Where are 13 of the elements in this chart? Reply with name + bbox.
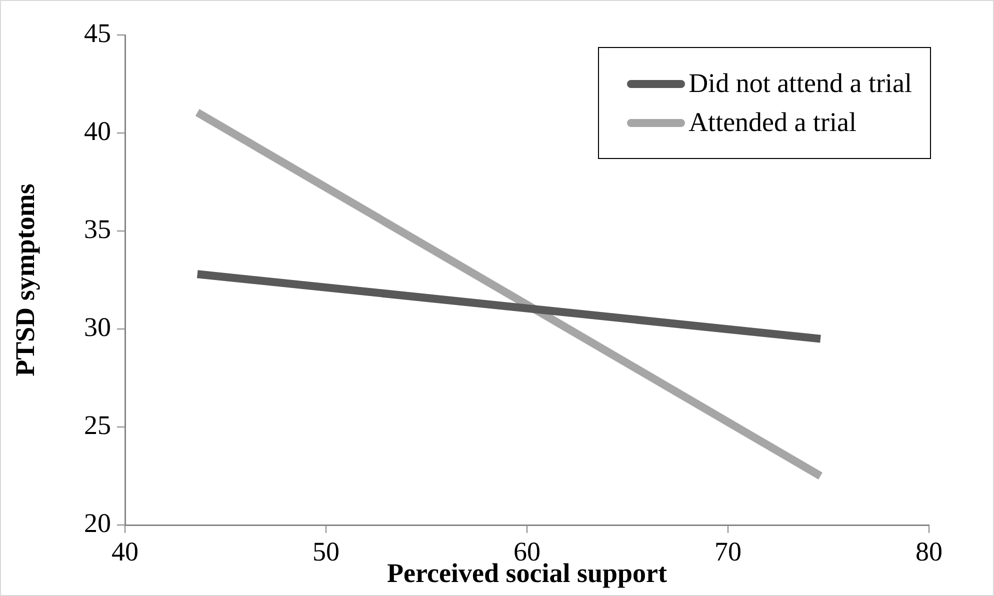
x-tick-label: 50 — [312, 536, 340, 566]
y-tick-label: 35 — [84, 214, 111, 244]
y-axis-title: PTSD symptoms — [10, 184, 40, 376]
x-tick-label: 40 — [112, 536, 138, 566]
y-tick-label: 25 — [84, 410, 111, 440]
legend-label: Did not attend a trial — [688, 68, 912, 99]
legend-label: Attended a trial — [688, 107, 856, 138]
x-tick-label: 80 — [916, 536, 942, 566]
y-tick-label: 40 — [84, 116, 111, 146]
y-tick-label: 30 — [84, 312, 111, 342]
x-tick-label: 70 — [714, 536, 742, 566]
y-tick-label: 45 — [84, 18, 111, 48]
y-tick-label: 20 — [84, 508, 111, 538]
